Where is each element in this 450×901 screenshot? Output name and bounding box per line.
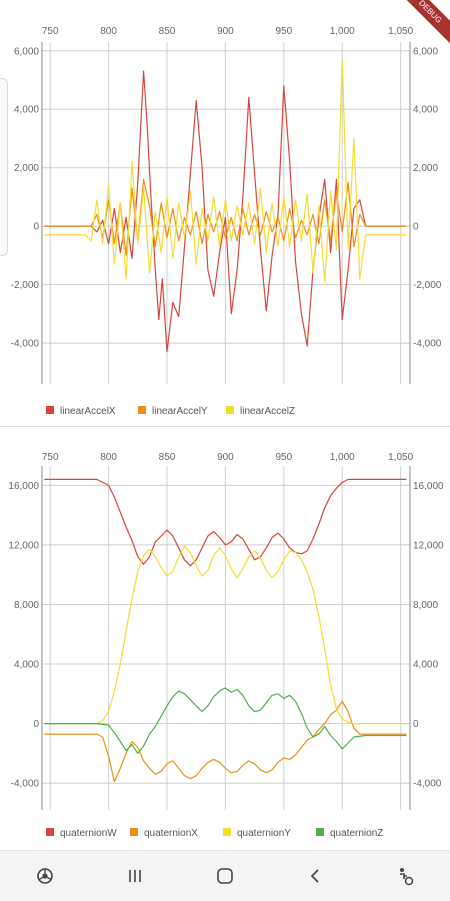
x-tick-label: 1,050 (388, 452, 413, 463)
series-line-quaternionY (44, 545, 407, 725)
legend-label: linearAccelY (152, 406, 208, 417)
y-tick-label-left: 12,000 (8, 540, 39, 551)
y-tick-label-right: 6,000 (413, 46, 438, 57)
x-tick-label: 850 (159, 452, 176, 463)
x-tick-label: 1,000 (330, 452, 355, 463)
y-tick-label-left: 8,000 (14, 600, 39, 611)
legend-swatch (46, 828, 54, 836)
grid (42, 466, 410, 810)
side-panel-handle[interactable] (0, 78, 8, 256)
linear-accel-chart: 750 800 850 900 950 1,000 1,050 -4,000 -4,000 -2,… (0, 18, 450, 426)
y-tick-label-right: 4,000 (413, 105, 438, 116)
x-tick-label: 800 (100, 452, 117, 463)
system-nav-bar (0, 850, 450, 901)
y-tick-label-right: 16,000 (413, 481, 444, 492)
y-tick-label-left: 4,000 (14, 105, 39, 116)
x-tick-label: 1,000 (330, 26, 355, 37)
y-tick-label-right: 2,000 (413, 163, 438, 174)
y-tick-label-right: -2,000 (413, 280, 442, 291)
x-tick-label: 900 (217, 26, 234, 37)
y-tick-label-left: -4,000 (11, 779, 40, 790)
linear-accel-chart-svg: 750 800 850 900 950 1,000 1,050 -4,000 -4,000 -2,… (11, 26, 442, 417)
y-tick-label-right: -4,000 (413, 339, 442, 350)
legend-swatch (226, 406, 234, 414)
x-tick-label: 800 (100, 26, 117, 37)
y-tick-label-left: 6,000 (14, 46, 39, 57)
accessibility-icon[interactable] (381, 856, 429, 896)
legend-swatch (316, 828, 324, 836)
quaternion-chart: 750 800 850 900 950 1,000 1,050 -4,000 -4,000 0 0 4… (0, 448, 450, 848)
recent-apps-icon[interactable] (111, 856, 159, 896)
y-tick-label-right: 12,000 (413, 540, 444, 551)
series-line-linearAccelZ (44, 58, 407, 283)
x-tick-label: 750 (42, 452, 59, 463)
legend: linearAccelX linearAccelY linearAccelZ (46, 406, 295, 417)
y-tick-label-left: -2,000 (11, 280, 40, 291)
x-tick-label: 950 (275, 26, 292, 37)
series-line-quaternionZ (44, 687, 407, 754)
y-tick-label-left: 0 (33, 222, 39, 233)
chart-divider (0, 426, 450, 427)
x-tick-label: 950 (275, 452, 292, 463)
legend-swatch (46, 406, 54, 414)
legend-swatch (138, 406, 146, 414)
legend: quaternionW quaternionX quaternionY quatern… (46, 828, 383, 839)
legend-label: quaternionX (144, 828, 198, 839)
y-tick-label-left: 2,000 (14, 163, 39, 174)
x-tick-label: 1,050 (388, 26, 413, 37)
back-icon[interactable] (291, 856, 339, 896)
chrome-icon[interactable] (21, 856, 69, 896)
grid (42, 42, 410, 384)
legend-label: linearAccelZ (240, 406, 295, 417)
legend-label: linearAccelX (60, 406, 116, 417)
legend-label: quaternionZ (330, 828, 383, 839)
y-tick-label-left: 4,000 (14, 660, 39, 671)
x-tick-label: 750 (42, 26, 59, 37)
legend-label: quaternionW (60, 828, 117, 839)
y-tick-label-left: 16,000 (8, 481, 39, 492)
legend-swatch (223, 828, 231, 836)
legend-label: quaternionY (237, 828, 291, 839)
quaternion-chart-svg: 750 800 850 900 950 1,000 1,050 -4,000 -4,000 0 0 4… (8, 452, 444, 839)
y-tick-label-right: 8,000 (413, 600, 438, 611)
x-tick-label: 900 (217, 452, 234, 463)
y-tick-label-left: -4,000 (11, 339, 40, 350)
legend-swatch (130, 828, 138, 836)
series-line-quaternionX (44, 700, 407, 783)
series-line-linearAccelY (44, 178, 407, 256)
y-tick-label-right: 4,000 (413, 660, 438, 671)
y-tick-label-right: 0 (413, 222, 419, 233)
home-icon[interactable] (201, 856, 249, 896)
y-tick-label-right: -4,000 (413, 779, 442, 790)
x-tick-label: 850 (159, 26, 176, 37)
y-tick-label-right: 0 (413, 719, 419, 730)
y-tick-label-left: 0 (33, 719, 39, 730)
series-line-linearAccelX (44, 70, 407, 353)
